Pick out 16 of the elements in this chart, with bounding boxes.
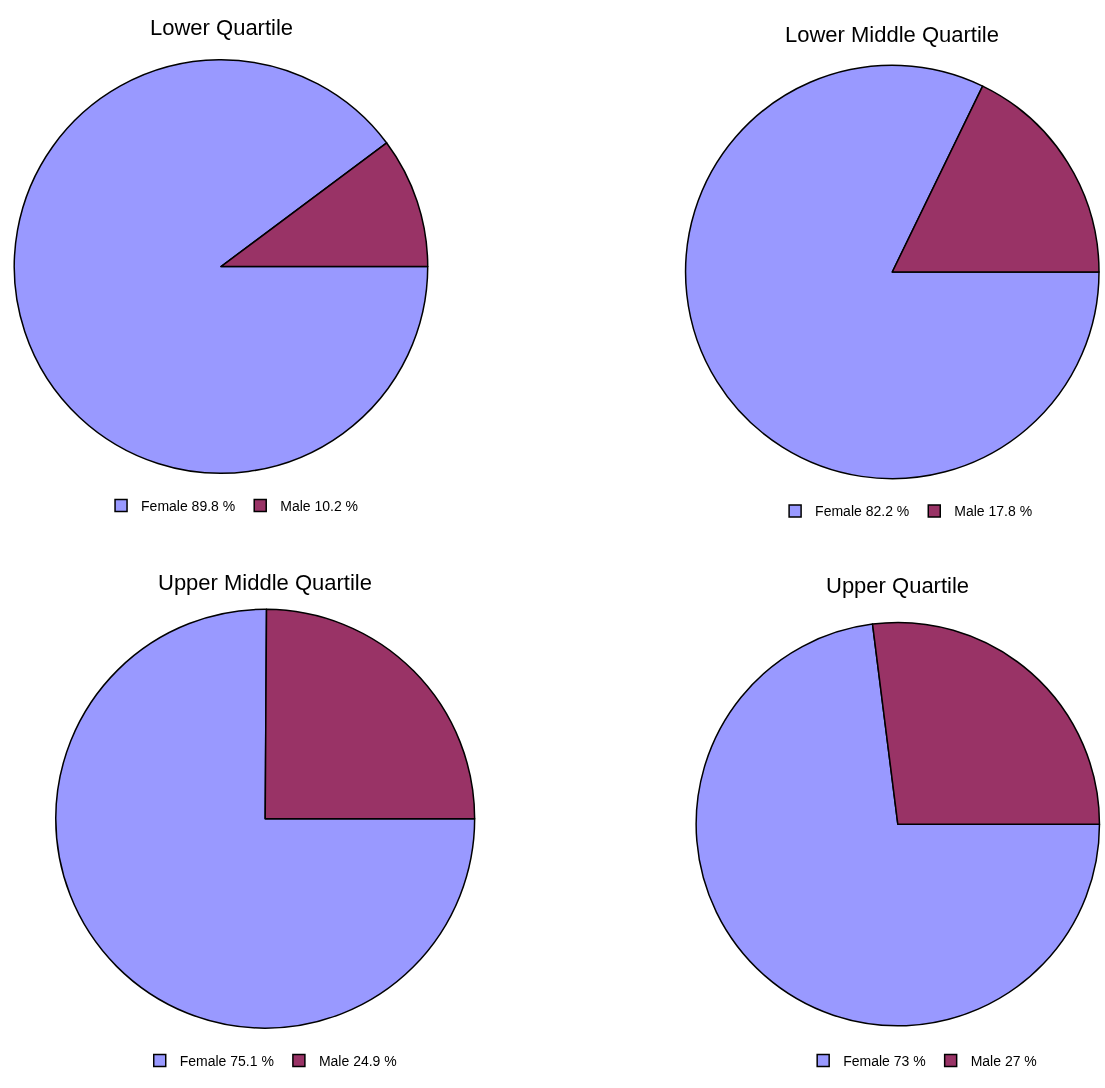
legend-label: Male 17.8 % [954, 503, 1033, 520]
pie-slice [55, 608, 476, 1029]
legend-label: Female 73 % [843, 1052, 926, 1069]
legend-label: Male 24.9 % [318, 1052, 397, 1069]
legend-label: Male 27 % [970, 1052, 1037, 1069]
chart-title: Lower Middle Quartile [785, 22, 999, 47]
pie-slice [695, 623, 1101, 1027]
chart-title: Lower Quartile [150, 15, 294, 40]
chart-title: Upper Quartile [826, 573, 970, 598]
pie-slice [685, 64, 1100, 480]
legend-label: Female 75.1 % [179, 1052, 274, 1069]
legend-label: Male 10.2 % [280, 497, 359, 514]
legend-label: Female 82.2 % [815, 503, 910, 520]
chart-title: Upper Middle Quartile [158, 570, 372, 595]
pie-slice [13, 59, 429, 474]
legend-label: Female 89.8 % [141, 497, 236, 514]
